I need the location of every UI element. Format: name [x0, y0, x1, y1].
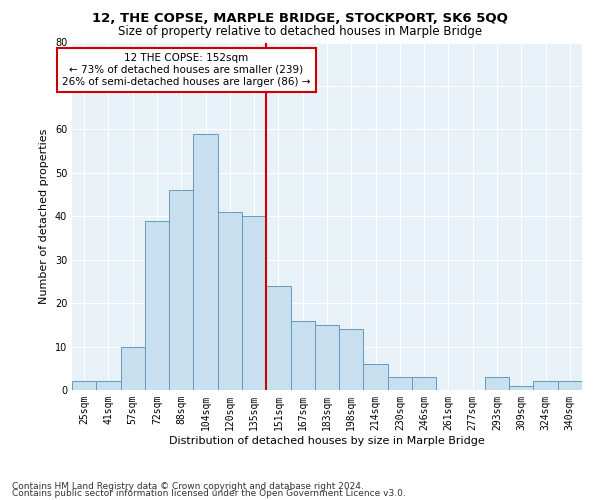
- Bar: [266, 286, 290, 390]
- Text: 12 THE COPSE: 152sqm
← 73% of detached houses are smaller (239)
26% of semi-deta: 12 THE COPSE: 152sqm ← 73% of detached h…: [62, 54, 310, 86]
- Bar: [72, 382, 96, 390]
- Bar: [96, 382, 121, 390]
- X-axis label: Distribution of detached houses by size in Marple Bridge: Distribution of detached houses by size …: [169, 436, 485, 446]
- Bar: [218, 212, 242, 390]
- Text: Contains public sector information licensed under the Open Government Licence v3: Contains public sector information licen…: [12, 490, 406, 498]
- Y-axis label: Number of detached properties: Number of detached properties: [39, 128, 49, 304]
- Text: Size of property relative to detached houses in Marple Bridge: Size of property relative to detached ho…: [118, 25, 482, 38]
- Bar: [533, 382, 558, 390]
- Text: Contains HM Land Registry data © Crown copyright and database right 2024.: Contains HM Land Registry data © Crown c…: [12, 482, 364, 491]
- Bar: [558, 382, 582, 390]
- Bar: [121, 346, 145, 390]
- Bar: [242, 216, 266, 390]
- Bar: [290, 320, 315, 390]
- Bar: [339, 329, 364, 390]
- Bar: [388, 377, 412, 390]
- Bar: [485, 377, 509, 390]
- Bar: [412, 377, 436, 390]
- Bar: [315, 325, 339, 390]
- Bar: [193, 134, 218, 390]
- Bar: [364, 364, 388, 390]
- Text: 12, THE COPSE, MARPLE BRIDGE, STOCKPORT, SK6 5QQ: 12, THE COPSE, MARPLE BRIDGE, STOCKPORT,…: [92, 12, 508, 26]
- Bar: [169, 190, 193, 390]
- Bar: [509, 386, 533, 390]
- Bar: [145, 220, 169, 390]
